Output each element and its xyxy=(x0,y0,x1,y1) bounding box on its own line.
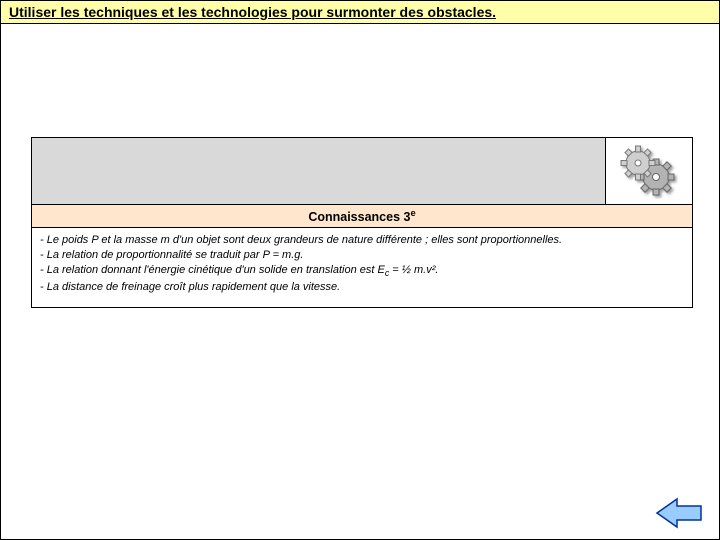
subheader-text: Connaissances 3 xyxy=(308,210,410,224)
list-item: - La distance de freinage croît plus rap… xyxy=(40,280,684,295)
slide-page: Utiliser les techniques et les technolog… xyxy=(0,0,720,540)
energy-prefix: - La relation donnant l'énergie cinétiqu… xyxy=(40,264,385,276)
back-button[interactable] xyxy=(655,497,703,529)
list-item: - La relation de proportionnalité se tra… xyxy=(40,248,684,263)
gray-header-panel xyxy=(32,138,606,204)
card-header-row xyxy=(32,138,692,204)
content-card: Connaissances 3e - Le poids P et la mass… xyxy=(31,137,693,308)
subheader: Connaissances 3e xyxy=(32,204,692,228)
page-title: Utiliser les techniques et les technolog… xyxy=(1,1,719,24)
knowledge-list: - Le poids P et la masse m d'un objet so… xyxy=(32,228,692,307)
list-item: - Le poids P et la masse m d'un objet so… xyxy=(40,233,684,248)
subheader-sup: e xyxy=(410,208,415,218)
list-item: - La relation donnant l'énergie cinétiqu… xyxy=(40,263,684,280)
gears-icon xyxy=(606,138,692,204)
energy-suffix: = ½ m.v². xyxy=(389,264,438,276)
back-arrow-icon xyxy=(655,497,703,529)
